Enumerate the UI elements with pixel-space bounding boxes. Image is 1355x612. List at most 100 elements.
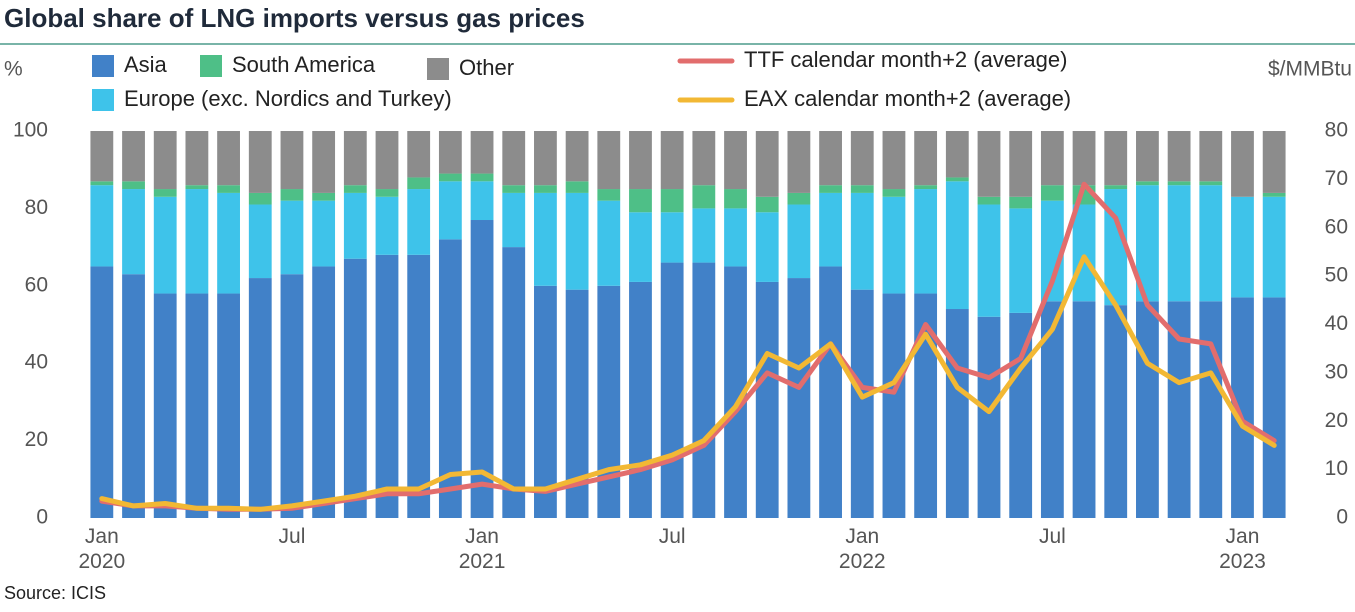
- y2-tick-label: 0: [1336, 506, 1348, 529]
- bar-segment: [1262, 297, 1286, 518]
- y2-tick-label: 20: [1325, 409, 1348, 432]
- bar-segment: [977, 131, 1001, 197]
- bar-segment: [660, 189, 684, 213]
- bar-segment: [565, 181, 589, 193]
- y2-tick-label: 60: [1325, 215, 1348, 238]
- bar-segment: [1136, 131, 1159, 182]
- bar-segment: [534, 285, 557, 518]
- bar-segment: [787, 192, 811, 205]
- bar-segment: [1072, 131, 1096, 186]
- bar-segment: [1262, 192, 1286, 197]
- bar-segment: [1072, 301, 1096, 518]
- bar-segment: [1167, 181, 1191, 186]
- chart-title: Global share of LNG imports versus gas p…: [4, 3, 585, 33]
- bar-segment: [1104, 305, 1128, 518]
- bar-segment: [724, 189, 747, 209]
- bar-segment: [248, 278, 272, 518]
- bar-segment: [153, 196, 177, 294]
- bar-segment: [185, 293, 209, 518]
- y2-axis-label: $/MMBtu: [1268, 58, 1352, 81]
- bar-segment: [660, 212, 684, 263]
- bar-segment: [502, 192, 526, 248]
- bar-segment: [914, 131, 938, 186]
- bar-segment: [407, 254, 431, 518]
- legend-label: Europe (exc. Nordics and Turkey): [124, 86, 452, 111]
- y2-tick-label: 80: [1325, 119, 1348, 142]
- bar-segment: [882, 189, 906, 197]
- bar-segment: [280, 131, 304, 190]
- bar-segment: [977, 204, 1001, 317]
- y-tick-label: 60: [25, 273, 48, 296]
- bar-segment: [343, 258, 367, 518]
- bar-segment: [1009, 208, 1033, 313]
- bar-segment: [629, 189, 652, 213]
- bar-segment: [90, 185, 114, 267]
- bar-segment: [565, 192, 589, 290]
- y-tick-label: 100: [13, 119, 48, 142]
- x-tick-label: Jul: [279, 525, 306, 548]
- bar-segment: [312, 266, 336, 518]
- bar-segment: [1136, 181, 1159, 186]
- legend-label: EAX calendar month+2 (average): [744, 86, 1071, 111]
- bar-segment: [438, 131, 462, 174]
- bar-segment: [534, 131, 557, 186]
- bar-segment: [819, 185, 842, 193]
- y2-tick-label: 70: [1325, 167, 1348, 190]
- legend-label: TTF calendar month+2 (average): [744, 47, 1067, 72]
- y-tick-label: 40: [25, 351, 48, 374]
- bar-segment: [755, 131, 779, 197]
- bar-segment: [1040, 185, 1064, 201]
- bar-segment: [755, 281, 779, 518]
- bar-segment: [1040, 200, 1064, 302]
- bar-segment: [1040, 301, 1064, 518]
- bar-segment: [914, 185, 938, 190]
- bar-segment: [375, 196, 399, 255]
- bar-segment: [914, 189, 938, 294]
- bar-segment: [1262, 196, 1286, 298]
- bar-segment: [502, 185, 526, 193]
- y-tick-label: 0: [36, 506, 48, 529]
- bar-segment: [945, 181, 969, 310]
- y2-tick-label: 10: [1325, 457, 1348, 480]
- bar-segment: [977, 196, 1001, 205]
- bar-segment: [565, 131, 589, 182]
- bar-segment: [1199, 181, 1223, 186]
- bar-segment: [1231, 297, 1254, 518]
- bar-segment: [280, 274, 304, 518]
- line: [99, 254, 1277, 512]
- source: Source: ICIS: [4, 583, 106, 603]
- bar-segment: [217, 131, 240, 186]
- bar-segment: [248, 131, 272, 193]
- bar-segment: [1136, 301, 1159, 518]
- bar-segment: [597, 285, 621, 518]
- bar-segment: [914, 293, 938, 518]
- bar-segment: [407, 131, 431, 178]
- bar-segment: [375, 131, 399, 190]
- bar-segment: [90, 266, 114, 518]
- bar-segment: [185, 131, 209, 186]
- bar-segment: [248, 204, 272, 279]
- bar-segment: [1167, 185, 1191, 302]
- bar-segment: [1072, 204, 1096, 302]
- bar-segment: [1104, 131, 1128, 186]
- bar-segment: [850, 192, 874, 290]
- bar-segment: [724, 266, 747, 518]
- bar-segment: [502, 247, 526, 518]
- bar-segment: [1199, 185, 1223, 302]
- bar-segment: [185, 189, 209, 294]
- bar-segment: [1009, 196, 1033, 209]
- bar-segment: [312, 131, 336, 193]
- bar-segment: [438, 181, 462, 240]
- bar-segment: [945, 177, 969, 182]
- bar-segment: [534, 192, 557, 286]
- legend-swatch: [92, 55, 114, 77]
- bar-segment: [977, 316, 1001, 518]
- bar-segment: [343, 131, 367, 186]
- bar-segment: [660, 262, 684, 518]
- bar-segment: [787, 131, 811, 193]
- bar-segment: [502, 131, 526, 186]
- bar-segment: [692, 262, 716, 518]
- bar-segment: [565, 289, 589, 518]
- y2-tick-label: 50: [1325, 264, 1348, 287]
